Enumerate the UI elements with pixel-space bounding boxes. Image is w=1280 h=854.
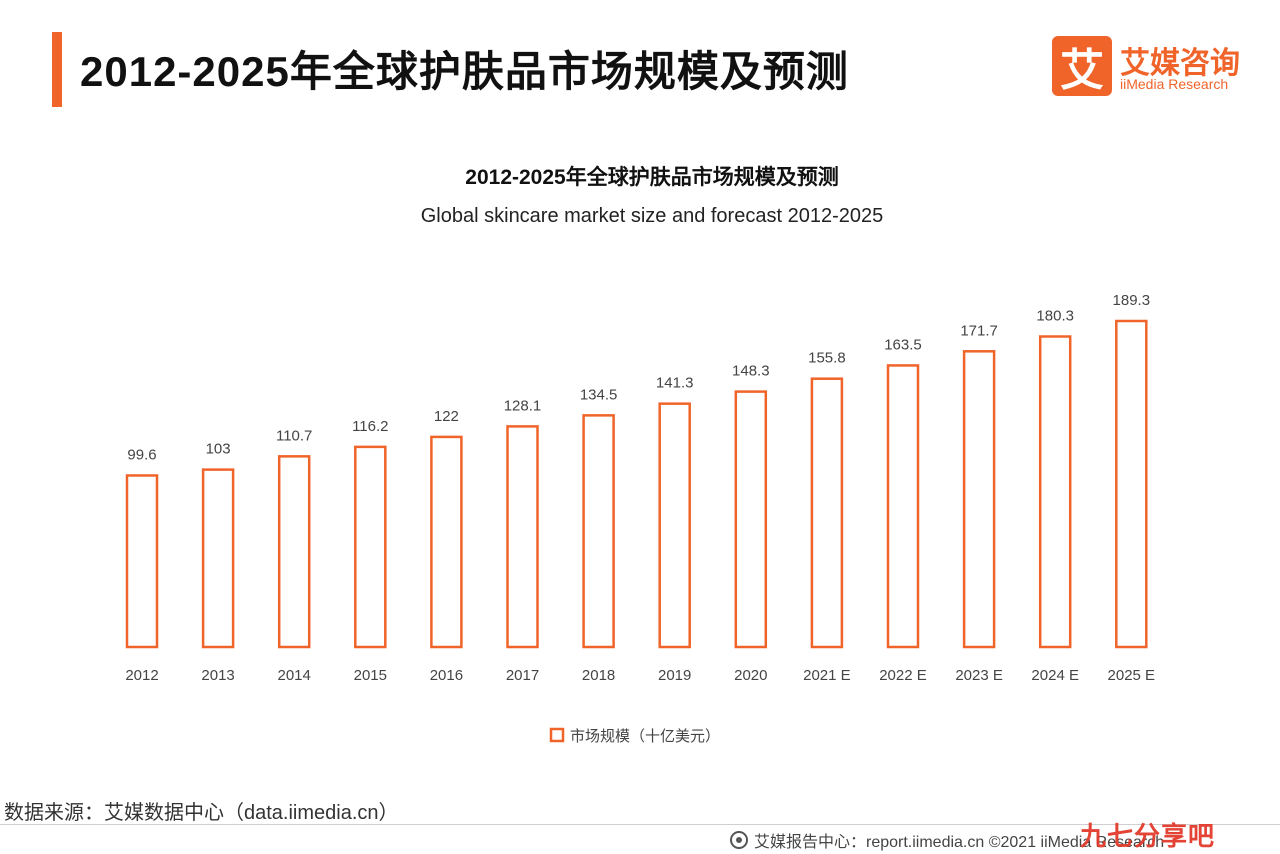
title-accent-bar	[52, 32, 62, 107]
report-center-icon	[730, 831, 748, 849]
x-tick-label: 2020	[734, 667, 767, 684]
data-source-note: 数据来源：艾媒数据中心（data.iimedia.cn）	[4, 802, 399, 824]
value-label: 155.8	[808, 350, 846, 367]
bar-2021-e	[810, 377, 844, 649]
bar-chart: 2012-2025年全球护肤品市场规模及预测 Global skincare m…	[125, 165, 1155, 745]
bar-2024-e	[1038, 335, 1072, 649]
value-label: 134.5	[580, 386, 618, 403]
x-tick-label: 2022 E	[879, 667, 927, 684]
logo-mark: 艾	[1052, 36, 1112, 96]
bar-2016	[430, 435, 463, 649]
x-tick-label: 2016	[430, 667, 463, 684]
footer: 艾媒报告中心：report.iimedia.cn ©2021 iiMedia R…	[730, 828, 1164, 852]
value-label: 141.3	[656, 375, 694, 392]
bar-2014	[277, 455, 311, 649]
chart-title: 2012-2025年全球护肤品市场规模及预测	[465, 165, 838, 189]
chart-legend: 市场规模（十亿美元）	[549, 727, 720, 745]
bar-2023-e	[962, 350, 996, 649]
bar-2015	[354, 445, 387, 649]
bar-2017	[506, 425, 539, 649]
bar-2013	[201, 468, 235, 649]
footer-text: 艾媒报告中心：report.iimedia.cn ©2021 iiMedia R…	[754, 834, 1165, 851]
value-label: 189.3	[1113, 292, 1151, 309]
bars-group: 99.6 2012 103 2013 110.7 2014 116.2 2015 122 2016…	[125, 292, 1155, 684]
legend-label: 市场规模（十亿美元）	[570, 728, 720, 745]
logo-text-cn: 艾媒咨询	[1120, 47, 1240, 80]
value-label: 128.1	[504, 397, 542, 414]
footer-divider	[0, 824, 1280, 825]
bar-2025-e	[1115, 319, 1148, 649]
x-tick-label: 2025 E	[1108, 667, 1156, 684]
value-label: 99.6	[127, 446, 156, 463]
x-tick-label: 2013	[201, 667, 234, 684]
iimedia-logo: 艾 艾媒咨询 iiMedia Research	[1052, 36, 1262, 100]
x-tick-label: 2018	[582, 667, 615, 684]
page-title: 2012-2025年全球护肤品市场规模及预测	[80, 48, 849, 95]
value-label: 180.3	[1036, 307, 1074, 324]
x-tick-label: 2024 E	[1031, 667, 1079, 684]
chart-subtitle: Global skincare market size and forecast…	[421, 205, 883, 227]
logo-text-en: iiMedia Research	[1120, 76, 1229, 92]
bar-2019	[658, 402, 691, 649]
value-label: 103	[206, 441, 231, 458]
value-label: 116.2	[352, 418, 388, 435]
legend-swatch	[549, 727, 565, 743]
bar-2012	[125, 474, 159, 649]
value-label: 110.7	[276, 427, 312, 444]
value-label: 122	[434, 408, 459, 425]
bar-2018	[582, 414, 615, 649]
x-tick-label: 2023 E	[955, 667, 1003, 684]
x-tick-label: 2015	[354, 667, 387, 684]
bar-2022-e	[886, 364, 920, 649]
value-label: 163.5	[884, 336, 922, 353]
value-label: 148.3	[732, 363, 770, 380]
bar-2020	[734, 390, 768, 649]
x-tick-label: 2017	[506, 667, 539, 684]
x-tick-label: 2021 E	[803, 667, 851, 684]
watermark-text: 九七分享吧	[1080, 821, 1216, 851]
value-label: 171.7	[960, 322, 998, 339]
x-tick-label: 2019	[658, 667, 691, 684]
x-tick-label: 2014	[278, 667, 311, 684]
x-tick-label: 2012	[125, 667, 158, 684]
